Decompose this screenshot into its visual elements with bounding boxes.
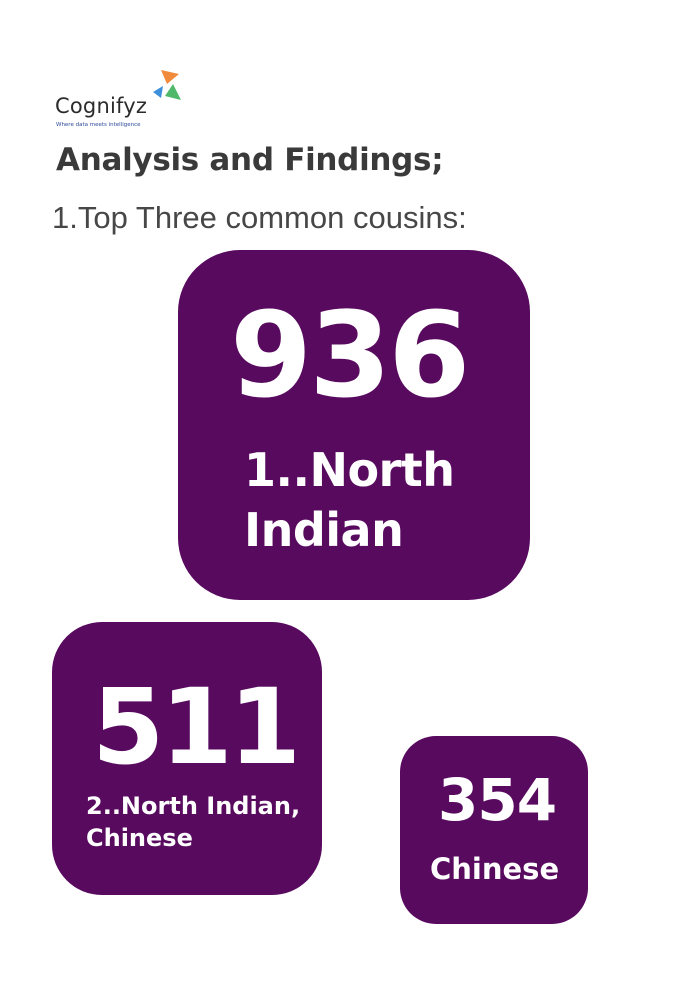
stat-card-first: 936 1..North Indian — [178, 250, 530, 600]
section-subheading: 1.Top Three common cousins: — [52, 200, 467, 235]
stat-card-second: 511 2..North Indian, Chinese — [52, 622, 322, 895]
stat-number: 936 — [230, 286, 470, 424]
stat-label: Chinese — [430, 852, 560, 886]
cognifyz-logo: Cognifyz Where data meets intelligence — [55, 70, 185, 130]
logo-tagline: Where data meets intelligence — [56, 122, 141, 128]
stat-number: 354 — [438, 766, 557, 834]
logo-wordmark: Cognifyz — [55, 94, 148, 118]
stat-label: 2..North Indian, Chinese — [86, 792, 301, 852]
stat-label: 1..North Indian — [244, 443, 455, 557]
logo-triangles-icon — [153, 70, 181, 100]
stat-card-third: 354 Chinese — [400, 736, 588, 924]
stat-number: 511 — [92, 666, 301, 788]
page-heading: Analysis and Findings; — [56, 142, 444, 178]
